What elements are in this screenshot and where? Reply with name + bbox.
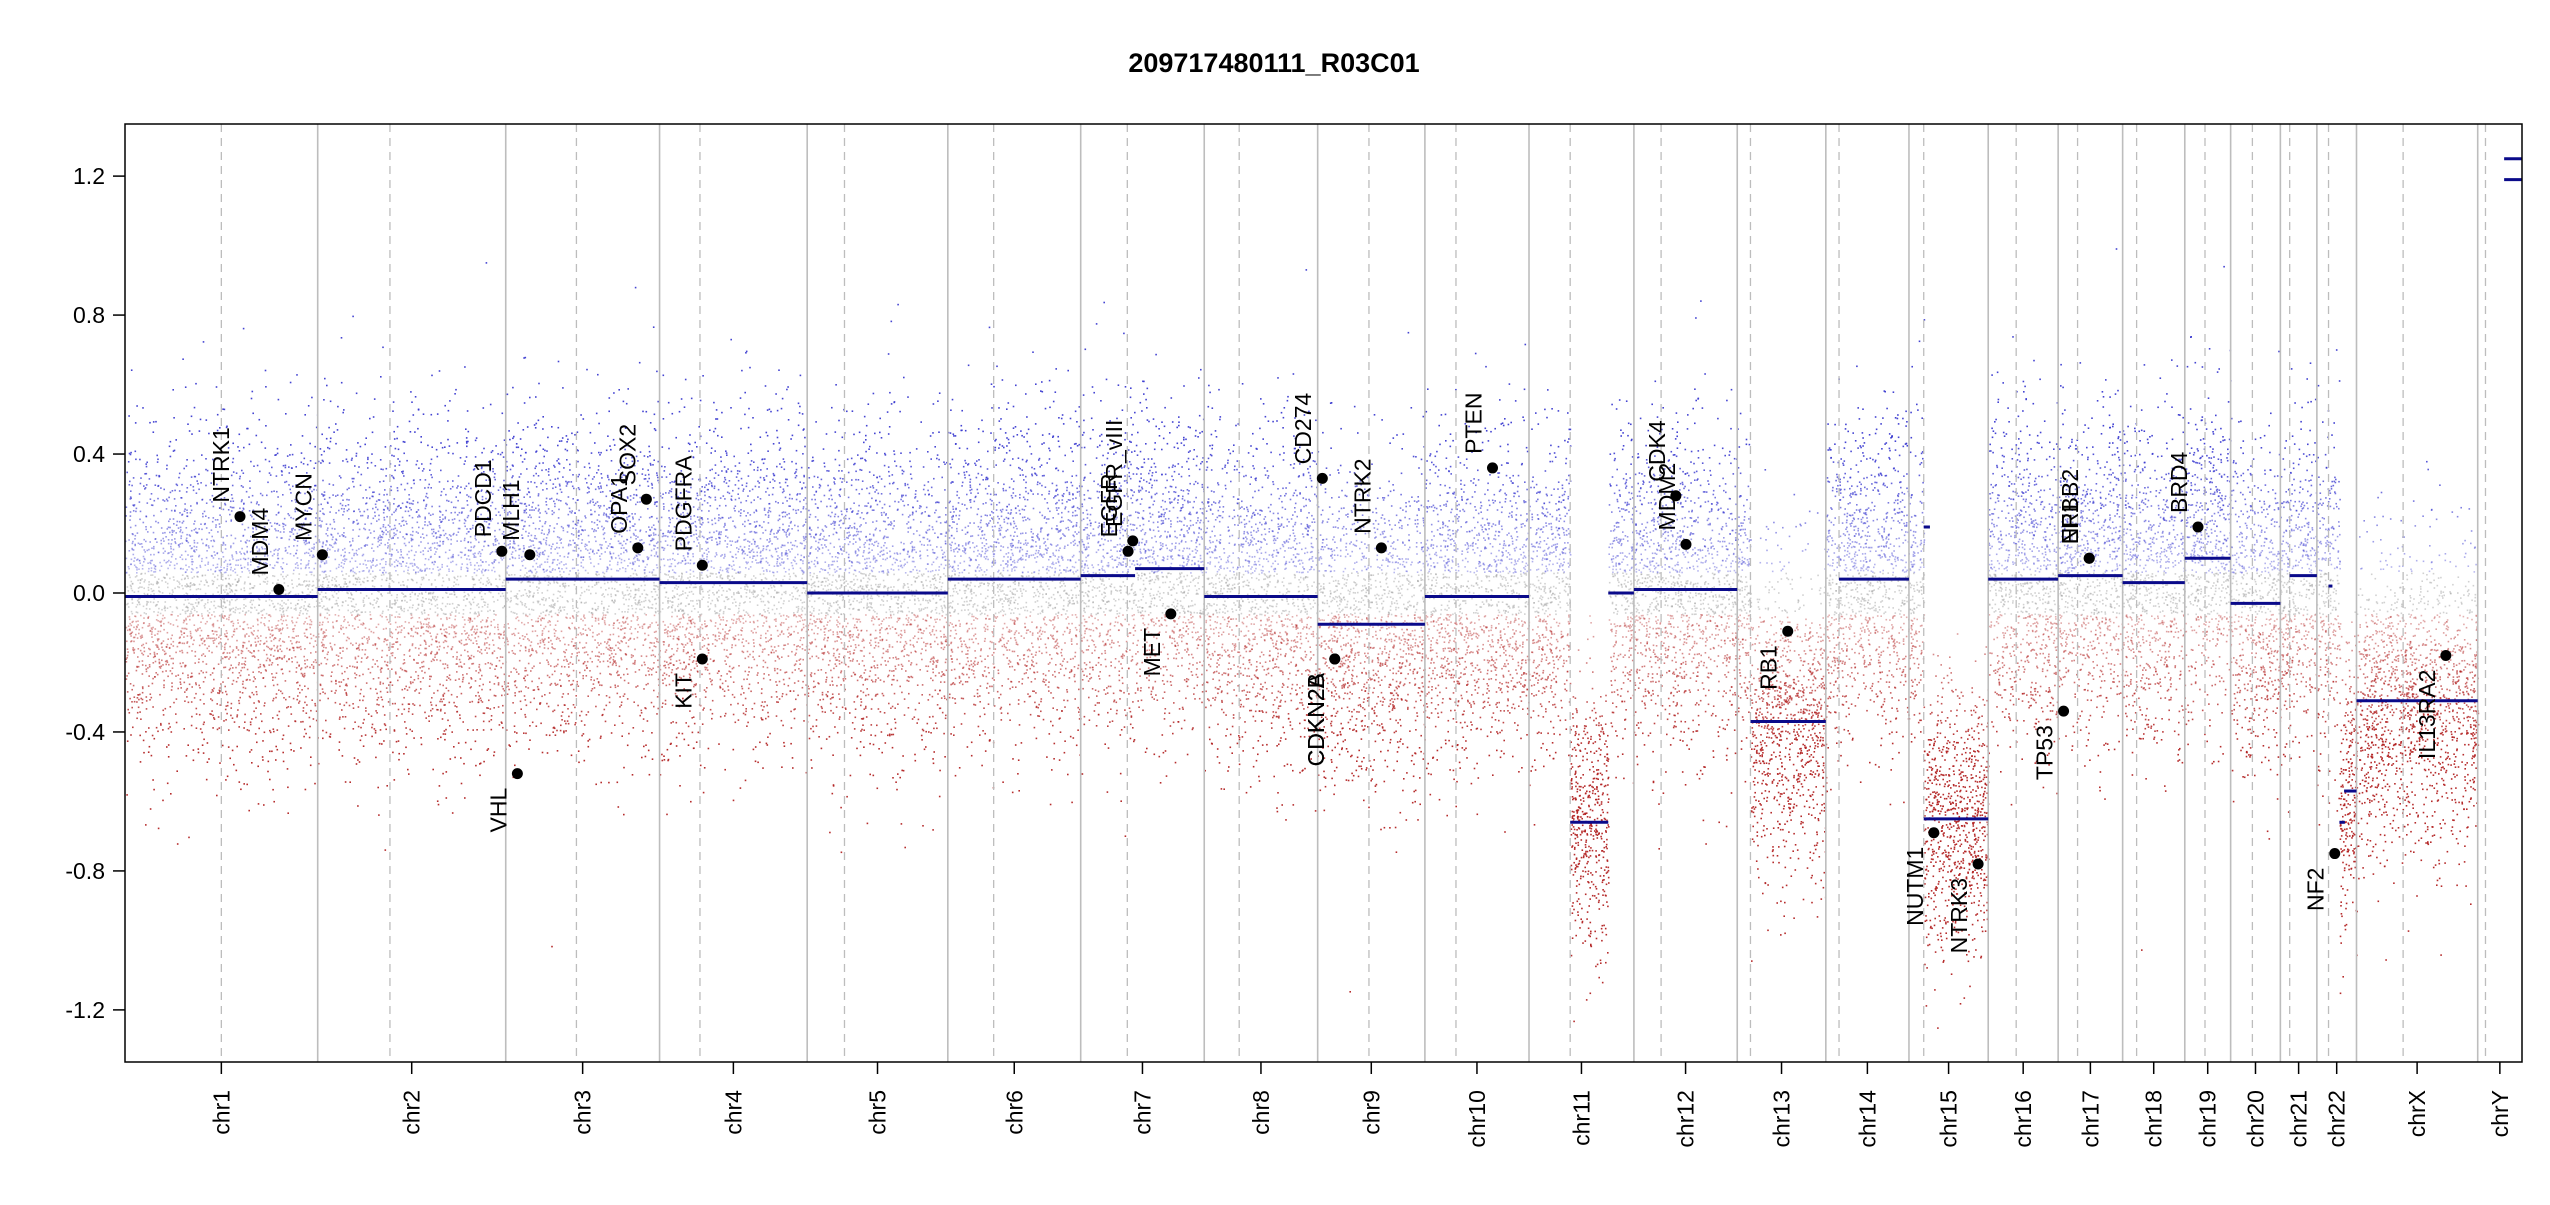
- x-tick-label-chr16: chr16: [2010, 1090, 2036, 1148]
- x-tick-label-chr11: chr11: [1569, 1090, 1595, 1146]
- gene-label-sox2: SOX2: [614, 424, 640, 485]
- gene-marker-mdm4: [273, 584, 284, 595]
- gene-label-ntrk3: NTRK3: [1946, 878, 1972, 953]
- gene-marker-tp53: [2058, 706, 2069, 717]
- gene-label-ntrk2: NTRK2: [1349, 458, 1375, 533]
- gene-marker-ntrk1: [234, 511, 245, 522]
- x-tick-label-chr3: chr3: [570, 1090, 596, 1135]
- y-tick-label: -1.2: [65, 997, 105, 1023]
- gene-marker-nutm1: [1928, 827, 1939, 838]
- gene-marker-nf2: [2329, 848, 2340, 859]
- gene-label-pten: PTEN: [1461, 393, 1487, 454]
- y-tick-label: 0.4: [73, 441, 105, 467]
- y-tick-label: -0.8: [65, 858, 105, 884]
- x-tick-label-chr1: chr1: [208, 1090, 234, 1135]
- gene-label-mlh1: MLH1: [498, 479, 524, 540]
- x-tick-label-chr9: chr9: [1358, 1090, 1384, 1135]
- gene-label-brd4: BRD4: [2166, 451, 2192, 513]
- x-tick-label-chrX: chrX: [2404, 1090, 2430, 1137]
- gene-label-pdgfra: PDGFRA: [670, 455, 696, 552]
- gene-label-vhl: VHL: [485, 788, 511, 833]
- gene-marker-egfr_viii: [1127, 535, 1138, 546]
- gene-label-cdkn2b: CDKN2B: [1303, 673, 1329, 766]
- y-axis: -1.2 -0.8 -0.4 0.0 0.4 0.8 1.2: [65, 163, 125, 1023]
- chart-title: 209717480111_R03C01: [1128, 48, 1419, 78]
- x-tick-label-chr19: chr19: [2195, 1090, 2221, 1148]
- gene-marker-pten: [1487, 462, 1498, 473]
- cnv-chart: 209717480111_R03C01 NTRK1 MDM4 MYCN PDCD1ML…: [0, 0, 2550, 1200]
- gene-marker-ntrk2: [1376, 542, 1387, 553]
- x-tick-label-chr6: chr6: [1001, 1090, 1027, 1135]
- gene-marker-mlh1: [524, 549, 535, 560]
- gene-label-mdm2: MDM2: [1654, 463, 1680, 531]
- gene-label-rb1: RB1: [1756, 645, 1782, 690]
- x-tick-label-chr5: chr5: [865, 1090, 891, 1135]
- gene-marker-cdkn2b: [1329, 654, 1340, 665]
- gene-label-ntrk1: NTRK1: [208, 427, 234, 502]
- x-tick-label-chr18: chr18: [2141, 1090, 2167, 1148]
- x-tick-label-chr4: chr4: [720, 1090, 746, 1135]
- y-tick-label: 0.0: [73, 580, 105, 606]
- y-tick-label: 0.8: [73, 302, 105, 328]
- x-tick-label-chr2: chr2: [399, 1090, 425, 1135]
- x-axis: chr1 chr2 chr3 chr4 chr5 chr6 chr7 chr8 chr9 chr1…: [208, 1062, 2513, 1148]
- x-tick-label-chr10: chr10: [1464, 1090, 1490, 1148]
- gene-marker-pdgfra: [697, 560, 708, 571]
- gene-marker-erbb2: [2084, 553, 2095, 564]
- x-tick-label-chr21: chr21: [2286, 1090, 2312, 1148]
- gene-label-tp53: TP53: [2032, 725, 2058, 780]
- gene-label-mdm4: MDM4: [247, 508, 273, 576]
- gene-marker-cd274: [1317, 473, 1328, 484]
- gene-marker-kit: [697, 654, 708, 665]
- gene-marker-sox2: [641, 494, 652, 505]
- gene-label-mycn: MYCN: [290, 473, 316, 541]
- gene-label-cd274: CD274: [1290, 393, 1316, 465]
- cnv-plot: 209717480111_R03C01 NTRK1 MDM4 MYCN PDCD1ML…: [0, 0, 2550, 1200]
- gene-marker-brd4: [2192, 521, 2203, 532]
- gene-marker-pdcd1: [496, 546, 507, 557]
- probe-points: [125, 248, 2479, 1029]
- gene-label-egfr_viii: EGFR_vIII: [1101, 420, 1127, 527]
- y-tick-label: -0.4: [65, 719, 105, 745]
- gene-label-nf2: NF2: [2303, 868, 2329, 911]
- gene-marker-rb1: [1782, 626, 1793, 637]
- gene-marker-opa1: [632, 542, 643, 553]
- gene-marker-egfr: [1123, 546, 1134, 557]
- gene-label-il13ra2: IL13RA2: [2414, 670, 2440, 760]
- gene-label-pdcd1: PDCD1: [470, 459, 496, 537]
- x-tick-label-chr8: chr8: [1248, 1090, 1274, 1135]
- x-tick-label-chr17: chr17: [2077, 1090, 2103, 1148]
- gene-label-erbb2: ERBB2: [2057, 469, 2083, 544]
- gene-marker-il13ra2: [2440, 650, 2451, 661]
- x-tick-label-chr22: chr22: [2324, 1090, 2350, 1148]
- gene-marker-mycn: [317, 549, 328, 560]
- x-tick-label-chrY: chrY: [2487, 1090, 2513, 1137]
- x-tick-label-chr12: chr12: [1673, 1090, 1699, 1148]
- gene-marker-met: [1165, 608, 1176, 619]
- x-tick-label-chr15: chr15: [1936, 1090, 1962, 1148]
- gene-marker-vhl: [512, 768, 523, 779]
- x-tick-label-chr14: chr14: [1854, 1090, 1880, 1148]
- x-tick-label-chr7: chr7: [1130, 1090, 1156, 1135]
- x-tick-label-chr20: chr20: [2243, 1090, 2269, 1148]
- gene-marker-ntrk3: [1973, 858, 1984, 869]
- gene-marker-mdm2: [1680, 539, 1691, 550]
- gene-label-nutm1: NUTM1: [1902, 847, 1928, 926]
- gene-label-met: MET: [1139, 628, 1165, 677]
- y-tick-label: 1.2: [73, 163, 105, 189]
- gene-label-kit: KIT: [670, 673, 696, 709]
- x-tick-label-chr13: chr13: [1769, 1090, 1795, 1148]
